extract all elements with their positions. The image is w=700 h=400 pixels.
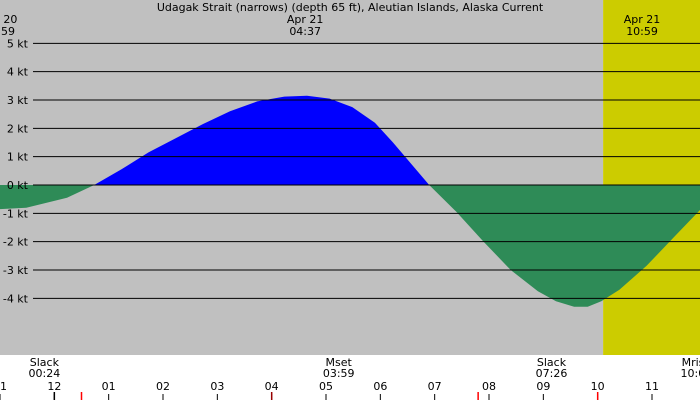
top-date-label: Apr 21 xyxy=(624,13,661,26)
hour-label: 03 xyxy=(210,380,224,393)
hour-axis: 1112010203040506070809101112010203040506… xyxy=(0,380,700,400)
event-time-label: 10:03 xyxy=(681,367,700,380)
hour-label: 02 xyxy=(156,380,170,393)
y-tick-label: -2 kt xyxy=(3,236,29,249)
event-name-label: Mset xyxy=(326,356,353,369)
y-tick-label: 5 kt xyxy=(7,37,29,50)
event-labels: Slack00:24Mset03:59Slack07:26Mrise10:03S… xyxy=(29,356,700,380)
flood-area-1 xyxy=(94,95,430,185)
hour-label: 08 xyxy=(482,380,496,393)
y-tick-label: -3 kt xyxy=(3,264,29,277)
event-name-label: Mrise xyxy=(682,356,700,369)
event-name-label: Slack xyxy=(30,356,60,369)
event-name-label: Slack xyxy=(537,356,567,369)
event-time-label: 03:59 xyxy=(323,367,355,380)
y-axis-labels: 5 kt 4 kt 3 kt 2 kt 1 kt 0 kt -1 kt -2 kt -3 kt -… xyxy=(3,37,29,305)
hour-label: 06 xyxy=(373,380,387,393)
hour-label: 12 xyxy=(47,380,61,393)
y-tick-label: 2 kt xyxy=(7,122,29,135)
hour-label: 01 xyxy=(102,380,116,393)
ebb-area-2 xyxy=(429,185,700,307)
y-tick-label: 0 kt xyxy=(7,179,29,192)
hour-label: 07 xyxy=(428,380,442,393)
hour-label: 04 xyxy=(265,380,279,393)
hour-label: 05 xyxy=(319,380,333,393)
hour-label: 09 xyxy=(536,380,550,393)
top-date-label: Apr 21 xyxy=(287,13,324,26)
chart-title: Udagak Strait (narrows) (depth 65 ft), A… xyxy=(157,1,544,14)
event-time-label: 00:24 xyxy=(29,367,61,380)
grid-lines xyxy=(33,42,700,299)
top-time-label: 04:37 xyxy=(289,25,321,38)
current-area-layer xyxy=(0,95,700,307)
y-tick-label: -1 kt xyxy=(3,207,29,220)
y-tick-label: 3 kt xyxy=(7,94,29,107)
day-background xyxy=(603,0,700,355)
y-tick-label: 1 kt xyxy=(7,151,29,164)
hour-label: 10 xyxy=(591,380,605,393)
hour-label: 11 xyxy=(0,380,7,393)
top-date-label: Apr 20 xyxy=(0,13,17,26)
y-tick-label: -4 kt xyxy=(3,292,29,305)
top-time-label: 12:59 xyxy=(0,25,15,38)
event-time-label: 07:26 xyxy=(536,367,568,380)
ebb-area-0 xyxy=(0,185,95,210)
y-tick-label: 4 kt xyxy=(7,66,29,79)
top-time-label: 10:59 xyxy=(626,25,658,38)
hour-label: 11 xyxy=(645,380,659,393)
